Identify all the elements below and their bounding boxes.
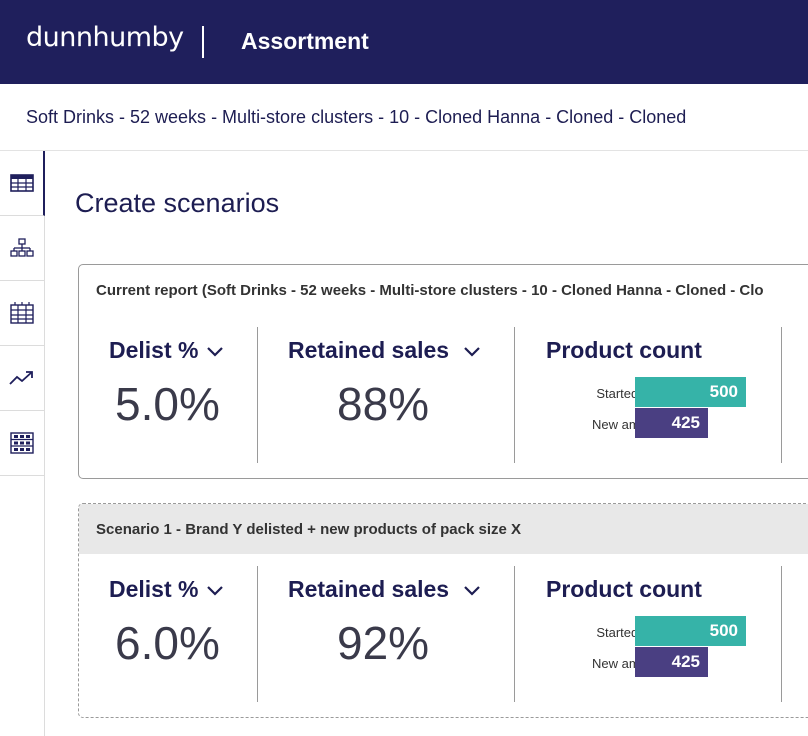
product-count-metric: Product count Started with 500 New amoun… [546,566,776,702]
retained-sales-label: Retained sales [288,337,450,363]
retained-sales-value: 92% [337,617,430,669]
started-with-bar: 500 [635,377,746,407]
scenario-card[interactable]: Scenario 1 - Brand Y delisted + new prod… [78,503,808,718]
retained-sales-dropdown[interactable]: Retained sales [288,576,481,603]
dunnhumby-logo[interactable]: dunnhumby [26,22,184,53]
grid-calendar-icon [10,302,34,324]
metric-divider [514,327,515,463]
breadcrumb-divider [0,150,808,151]
trend-icon [9,371,33,385]
scenario-header: Scenario 1 - Brand Y delisted + new prod… [79,504,808,554]
sidebar [0,151,45,736]
delist-value: 6.0% [115,617,220,669]
metric-divider [257,566,258,702]
header-divider [202,26,204,58]
delist-label: Delist % [109,337,199,363]
delist-metric: Delist % 6.0% [109,566,257,702]
delist-metric: Delist % 5.0% [109,327,257,463]
chevron-down-icon [207,347,224,357]
new-amount-value: 425 [671,652,700,671]
retained-sales-metric: Retained sales 88% [288,327,508,463]
breadcrumb: Soft Drinks - 52 weeks - Multi-store clu… [26,107,687,127]
new-amount-bar: 425 [635,408,708,438]
sidebar-item-grid[interactable] [0,281,44,346]
current-report-title: Current report (Soft Drinks - 52 weeks -… [96,282,764,299]
product-count-label: Product count [546,576,702,602]
product-count-label: Product count [546,337,702,363]
chevron-down-icon [207,586,224,596]
delist-label: Delist % [109,576,199,602]
product-count-metric: Product count Started with 500 New amoun… [546,327,776,463]
started-with-value: 500 [709,382,738,401]
page-title: Create scenarios [75,188,280,218]
app-title: Assortment [241,28,369,54]
sidebar-item-hierarchy[interactable] [0,216,44,281]
new-amount-bar: 425 [635,647,708,677]
current-report-card: Current report (Soft Drinks - 52 weeks -… [78,264,808,479]
current-report-header: Current report (Soft Drinks - 52 weeks -… [79,265,808,315]
retained-sales-metric: Retained sales 92% [288,566,508,702]
metric-divider [781,327,782,463]
shelf-icon [10,432,34,454]
started-with-value: 500 [709,621,738,640]
retained-sales-dropdown[interactable]: Retained sales [288,337,481,364]
hierarchy-icon [10,238,34,257]
metric-divider [514,566,515,702]
sidebar-item-trend[interactable] [0,346,44,411]
sidebar-item-shelf[interactable] [0,411,44,476]
delist-dropdown[interactable]: Delist % [109,337,224,364]
scenario-title: Scenario 1 - Brand Y delisted + new prod… [96,521,521,538]
chevron-down-icon [464,347,480,357]
chevron-down-icon [464,586,480,596]
delist-dropdown[interactable]: Delist % [109,576,224,603]
retained-sales-value: 88% [337,378,430,430]
table-icon [9,174,34,192]
retained-sales-label: Retained sales [288,576,450,602]
new-amount-value: 425 [671,413,700,432]
metric-divider [781,566,782,702]
started-with-bar: 500 [635,616,746,646]
top-bar: dunnhumby Assortment [0,0,808,84]
delist-value: 5.0% [115,378,220,430]
metric-divider [257,327,258,463]
sidebar-item-table[interactable] [0,151,45,216]
